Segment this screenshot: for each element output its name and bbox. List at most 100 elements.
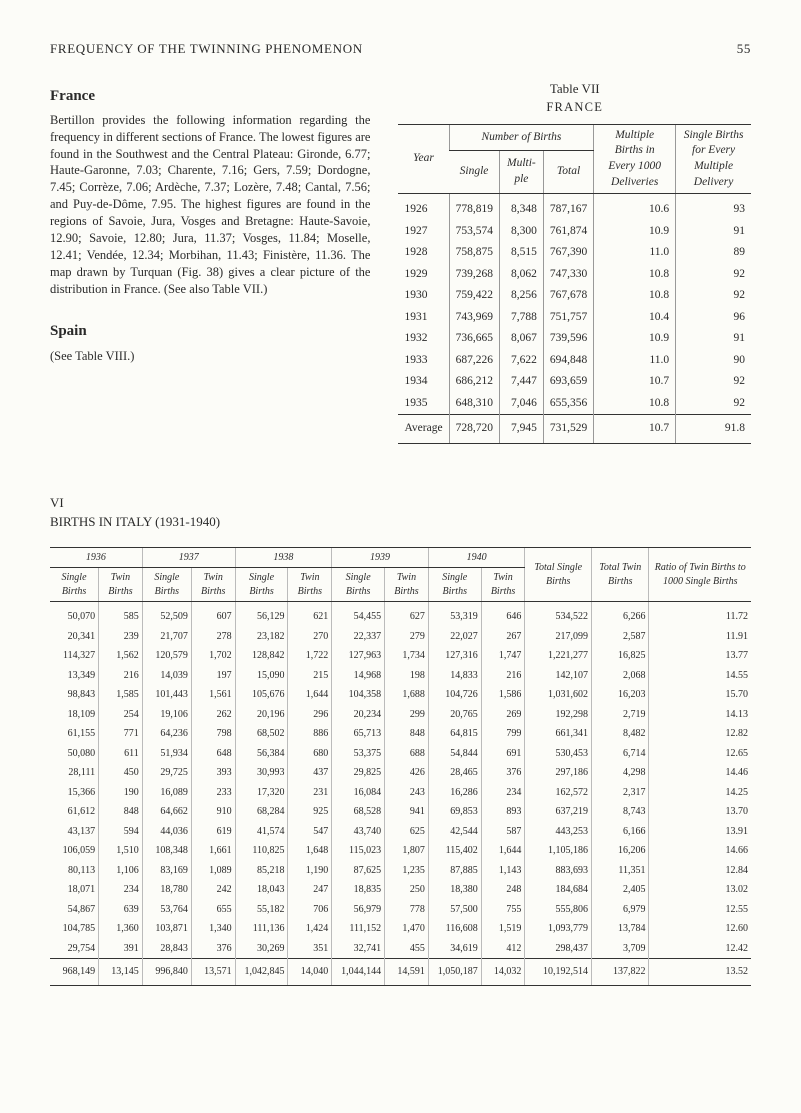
table-cell: 61,612 (50, 802, 99, 822)
table-cell: 298,437 (525, 939, 592, 959)
table-cell: 296 (288, 705, 332, 725)
table-cell: 2,317 (592, 783, 649, 803)
table-cell: 111,152 (332, 919, 385, 939)
table-cell: 80,113 (50, 861, 99, 881)
table-cell: 1930 (398, 285, 449, 307)
table-cell: 661,341 (525, 724, 592, 744)
table-cell: 16,089 (142, 783, 191, 803)
france-table-caption: FRANCE (398, 99, 751, 116)
table-cell: 90 (676, 350, 751, 372)
table-cell: 231 (288, 783, 332, 803)
table-cell: 771 (99, 724, 143, 744)
table-cell: 13,349 (50, 666, 99, 686)
table-cell: 1,661 (191, 841, 235, 861)
table-row: 98,8431,585101,4431,561105,6761,644104,3… (50, 685, 751, 705)
table-cell: 747,330 (543, 264, 593, 286)
table-cell: 29,825 (332, 763, 385, 783)
table-cell: Average (398, 415, 449, 444)
table-cell: 1929 (398, 264, 449, 286)
table-cell: 1,648 (288, 841, 332, 861)
table-cell: 30,993 (235, 763, 288, 783)
table-cell: 215 (288, 666, 332, 686)
table-cell: 1927 (398, 221, 449, 243)
table-cell: 848 (385, 724, 429, 744)
table-cell: 8,482 (592, 724, 649, 744)
table-cell: 18,043 (235, 880, 288, 900)
col-total: Total (543, 150, 593, 193)
col-mult-per: Multiple Births in Every 1000 Deliveries (594, 124, 676, 193)
table-cell: 16,825 (592, 646, 649, 666)
table-cell: 6,979 (592, 900, 649, 920)
table-cell: 13.02 (649, 880, 751, 900)
table-cell: 736,665 (449, 328, 499, 350)
table-cell: 12.82 (649, 724, 751, 744)
table-cell: 10.7 (594, 415, 676, 444)
table-cell: 16,203 (592, 685, 649, 705)
table-cell: 555,806 (525, 900, 592, 920)
table-cell: 53,319 (428, 602, 481, 627)
sub-header: Twin Births (288, 568, 332, 602)
table-cell: 13.77 (649, 646, 751, 666)
table-cell: 691 (481, 744, 525, 764)
table-cell: 585 (99, 602, 143, 627)
table-cell: 29,725 (142, 763, 191, 783)
table-cell: 1,340 (191, 919, 235, 939)
table-cell: 1,702 (191, 646, 235, 666)
table-cell: 4,298 (592, 763, 649, 783)
table-cell: 20,196 (235, 705, 288, 725)
table-cell: 142,107 (525, 666, 592, 686)
table-cell: 64,815 (428, 724, 481, 744)
table-cell: 91.8 (676, 415, 751, 444)
table-cell: 92 (676, 393, 751, 415)
table-cell: 20,765 (428, 705, 481, 725)
table-cell: 50,070 (50, 602, 99, 627)
table-row: 28,11145029,72539330,99343729,82542628,4… (50, 763, 751, 783)
table-cell: 1,105,186 (525, 841, 592, 861)
table-cell: 10.8 (594, 264, 676, 286)
table-cell: 128,842 (235, 646, 288, 666)
table-row: 1931743,9697,788751,75710.496 (398, 307, 751, 329)
sub-header: Twin Births (385, 568, 429, 602)
table-cell: 127,963 (332, 646, 385, 666)
table-cell: 393 (191, 763, 235, 783)
table-cell: 706 (288, 900, 332, 920)
table-cell: 69,853 (428, 802, 481, 822)
table-cell: 6,266 (592, 602, 649, 627)
table-cell: 1,585 (99, 685, 143, 705)
table-cell: 248 (481, 880, 525, 900)
table-cell: 1,031,602 (525, 685, 592, 705)
table-cell: 1,586 (481, 685, 525, 705)
table-cell: 29,754 (50, 939, 99, 959)
table-row: 18,10925419,10626220,19629620,23429920,7… (50, 705, 751, 725)
table-cell: 28,843 (142, 939, 191, 959)
table-cell: 1,470 (385, 919, 429, 939)
table-row: 1926778,8198,348787,16710.693 (398, 194, 751, 221)
table-row: 18,07123418,78024218,04324718,83525018,3… (50, 880, 751, 900)
table-row: 61,61284864,66291068,28492568,52894169,8… (50, 802, 751, 822)
table-cell: 1,561 (191, 685, 235, 705)
table-cell: 655 (191, 900, 235, 920)
table-cell: 56,979 (332, 900, 385, 920)
table-cell: 1,510 (99, 841, 143, 861)
table-cell: 18,071 (50, 880, 99, 900)
table-cell: 13,145 (99, 959, 143, 986)
table-cell: 250 (385, 880, 429, 900)
table-cell: 83,169 (142, 861, 191, 881)
table-cell: 105,676 (235, 685, 288, 705)
table-cell: 778 (385, 900, 429, 920)
table-cell: 92 (676, 264, 751, 286)
table-cell: 1,106 (99, 861, 143, 881)
table-cell: 53,764 (142, 900, 191, 920)
table-cell: 104,358 (332, 685, 385, 705)
table-cell: 22,337 (332, 627, 385, 647)
table-cell: 28,465 (428, 763, 481, 783)
table-cell: 13,571 (191, 959, 235, 986)
table-cell: 51,934 (142, 744, 191, 764)
table-cell: 1,722 (288, 646, 332, 666)
year-header: 1940 (428, 547, 525, 568)
table-cell: 443,253 (525, 822, 592, 842)
table-cell: 10.7 (594, 371, 676, 393)
table-cell: 694,848 (543, 350, 593, 372)
table-row: 104,7851,360103,8711,340111,1361,424111,… (50, 919, 751, 939)
table-cell: 1926 (398, 194, 449, 221)
